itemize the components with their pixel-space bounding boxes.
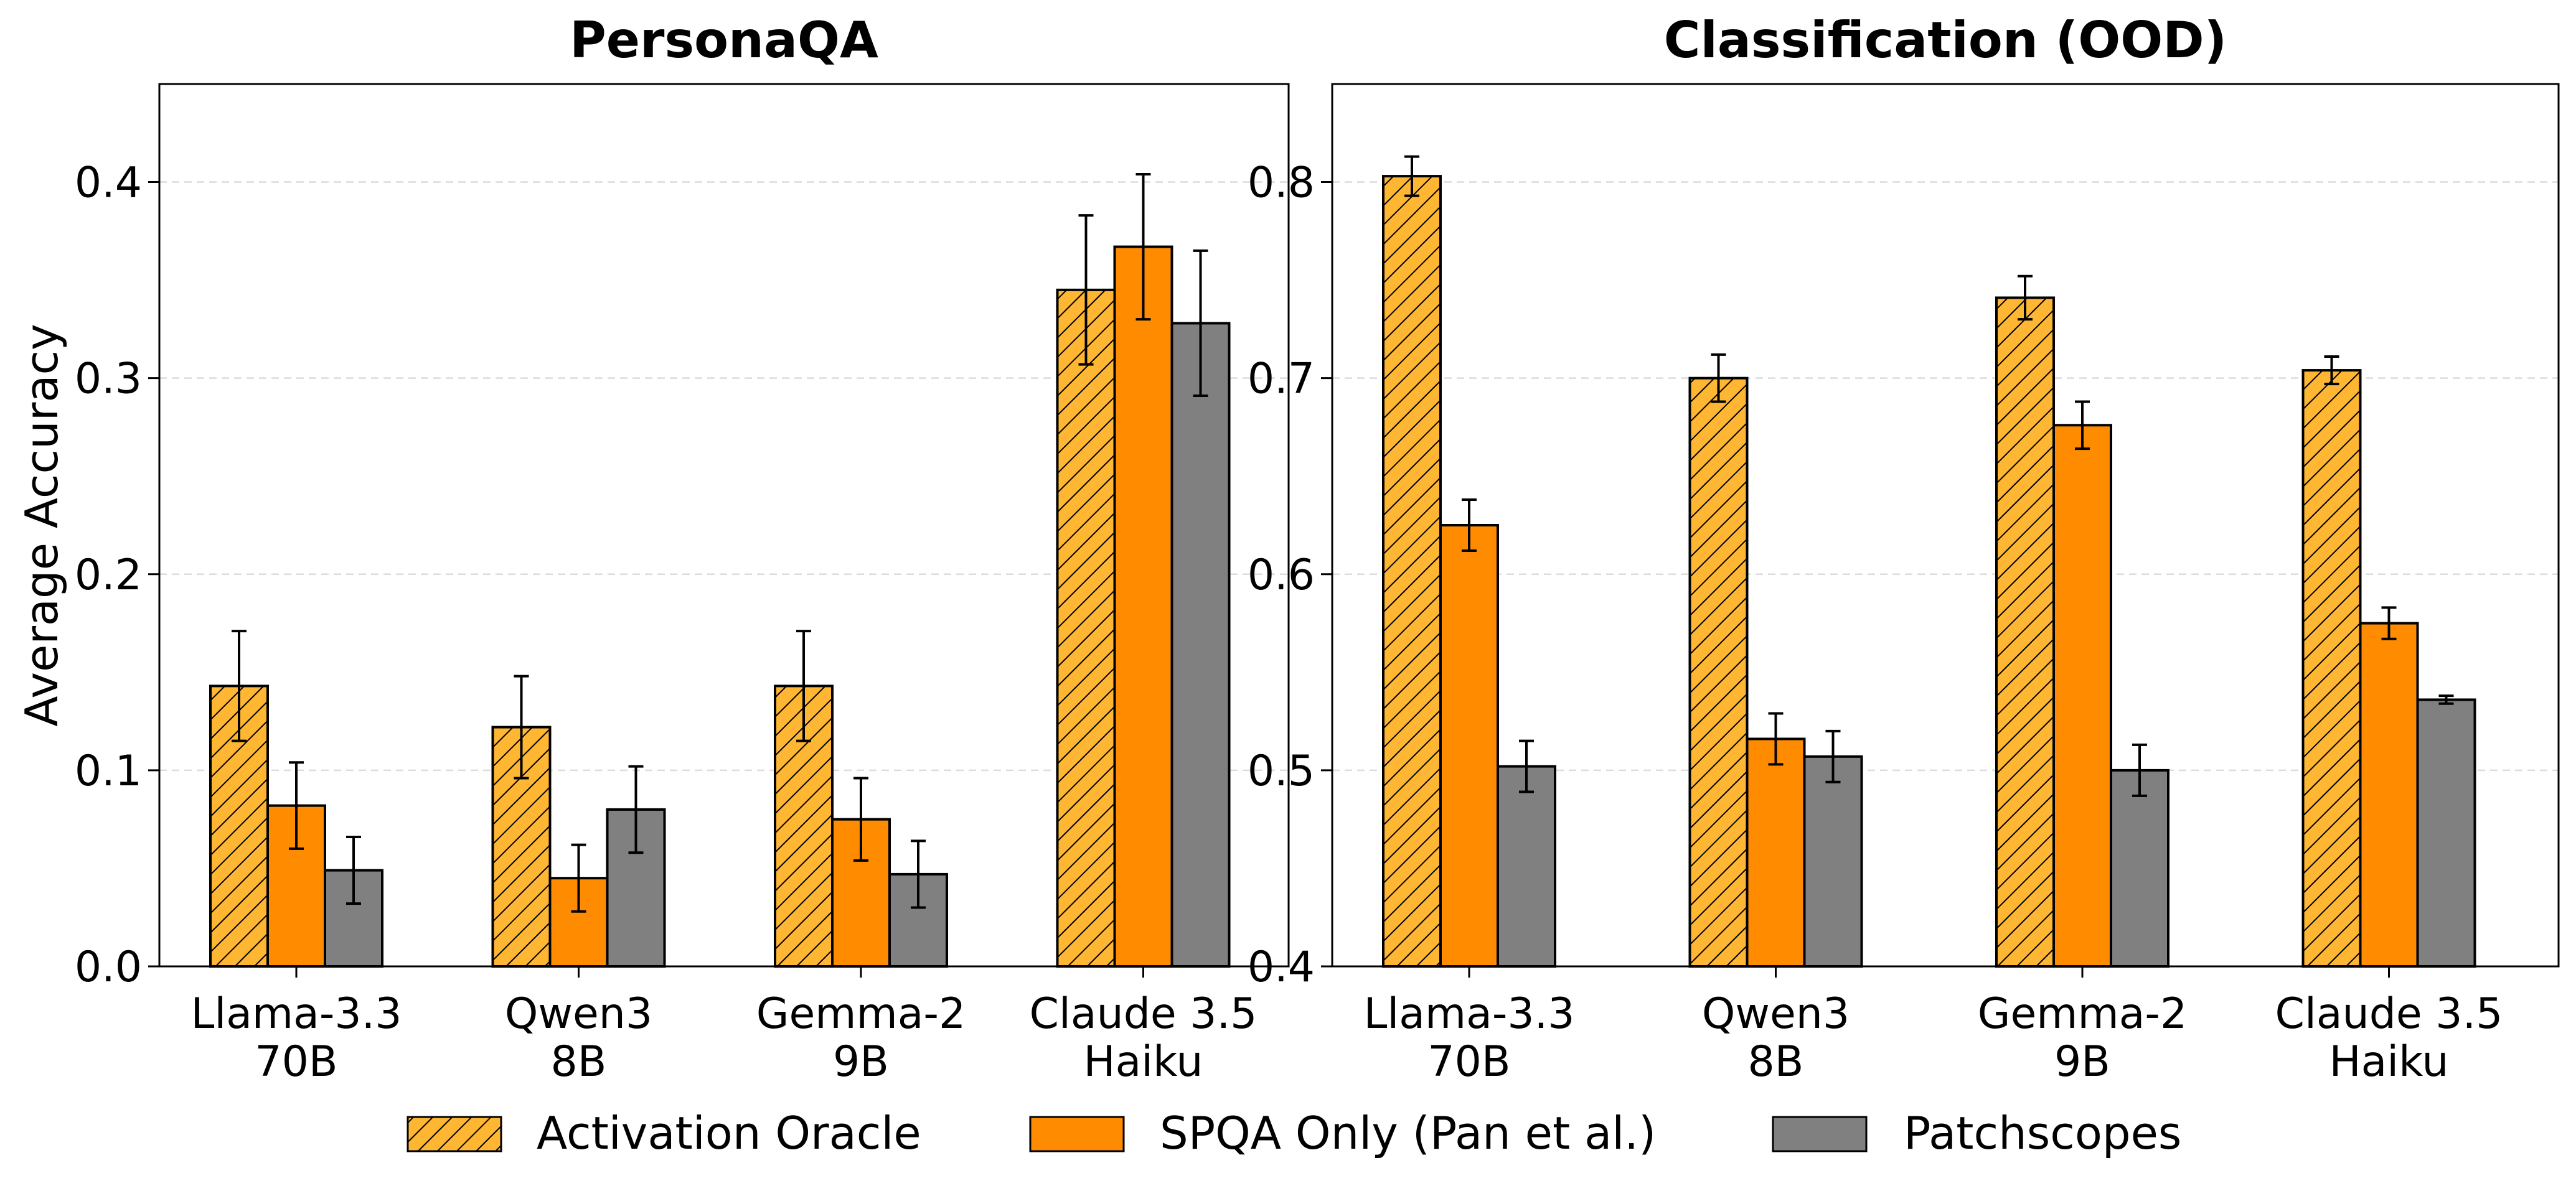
- y-tick-label: 0.7: [1248, 355, 1315, 404]
- y-tick-label: 0.3: [75, 355, 142, 404]
- bar-spqa-only: [1113, 245, 1173, 968]
- bar-activation-oracle: [2301, 369, 2362, 968]
- x-tick-label: Qwen3 8B: [1702, 989, 1850, 1086]
- x-tick-label: Gemma-2 9B: [1978, 989, 2187, 1086]
- error-bars: [1404, 155, 2454, 797]
- chart-title: PersonaQA: [570, 11, 878, 69]
- bar-patchscopes: [2110, 769, 2169, 968]
- bar-activation-oracle: [1382, 175, 1442, 968]
- bar-activation-oracle: [1688, 376, 1749, 968]
- bar-spqa-only: [1746, 737, 1806, 968]
- y-tick-label: 0.4: [1248, 943, 1315, 992]
- axis-ticks: 0.0 0.1 0.2 0.3 0.4 Llama-3.3 70B Qwen3 8B Gemma-…: [75, 159, 1257, 1086]
- x-tick-label: Llama-3.3 70B: [190, 989, 402, 1086]
- error-bars: [232, 172, 1208, 913]
- bars: [209, 245, 1231, 968]
- bar-spqa-only: [2359, 622, 2419, 968]
- legend: Activation Oracle SPQA Only (Pan et al.)…: [407, 1107, 2181, 1159]
- y-tick-label: 0.1: [75, 747, 142, 796]
- legend-swatch: [1029, 1116, 1125, 1152]
- legend-swatch: [1772, 1116, 1868, 1152]
- legend-label: Patchscopes: [1904, 1107, 2181, 1159]
- y-axis-label: Average Accuracy: [16, 324, 68, 726]
- bar-activation-oracle: [1056, 288, 1116, 968]
- bar-patchscopes: [1497, 765, 1556, 968]
- bar-patchscopes: [2416, 698, 2476, 968]
- chart-classification-ood: 0.4 0.5 0.6 0.7 0.8 Llama-3.3 70B Qwen3 8B Gemma-…: [1248, 11, 2560, 1086]
- plot-frame: [158, 83, 1290, 968]
- y-tick-label: 0.2: [75, 551, 142, 600]
- chart-personaqa: 0.0 0.1 0.2 0.3 0.4 Llama-3.3 70B Qwen3 8B Gemma-…: [16, 11, 1290, 1086]
- y-tick-label: 0.8: [1248, 159, 1315, 208]
- legend-item-patchscopes: Patchscopes: [1772, 1107, 2181, 1159]
- x-tick-label: Claude 3.5 Haiku: [2275, 989, 2503, 1086]
- legend-swatch: [407, 1116, 502, 1152]
- bar-spqa-only: [1439, 524, 1499, 968]
- x-tick-label: Gemma-2 9B: [756, 989, 966, 1086]
- y-tick-label: 0.6: [1248, 551, 1315, 600]
- y-tick-label: 0.4: [75, 159, 142, 208]
- plot-frame: [1331, 83, 2560, 968]
- x-tick-label: Claude 3.5 Haiku: [1030, 989, 1257, 1086]
- x-tick-label: Llama-3.3 70B: [1363, 989, 1574, 1086]
- bar-spqa-only: [2052, 424, 2112, 968]
- bar-activation-oracle: [1995, 296, 2055, 968]
- bars: [1382, 175, 2476, 968]
- y-tick-label: 0.0: [75, 943, 142, 992]
- legend-item-activation-oracle: Activation Oracle: [407, 1107, 921, 1159]
- legend-label: SPQA Only (Pan et al.): [1160, 1107, 1656, 1159]
- chart-title: Classification (OOD): [1664, 11, 2227, 69]
- x-tick-label: Qwen3 8B: [505, 989, 652, 1086]
- y-tick-label: 0.5: [1248, 747, 1315, 796]
- bar-patchscopes: [1170, 322, 1231, 968]
- axis-ticks: 0.4 0.5 0.6 0.7 0.8 Llama-3.3 70B Qwen3 8B Gemma-…: [1248, 159, 2503, 1086]
- bar-patchscopes: [1803, 755, 1863, 968]
- legend-label: Activation Oracle: [537, 1107, 921, 1159]
- legend-item-spqa-only: SPQA Only (Pan et al.): [1029, 1107, 1656, 1159]
